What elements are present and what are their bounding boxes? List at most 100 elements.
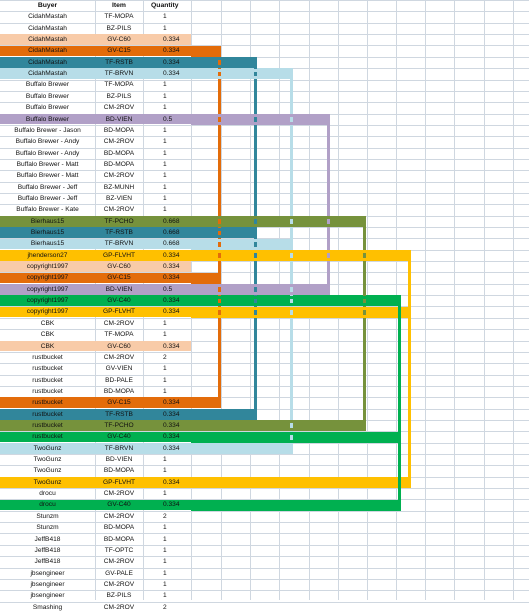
quantity-cell[interactable]: 0.334 <box>163 36 180 43</box>
buyer-cell[interactable]: rustbucket <box>32 376 63 384</box>
item-cell[interactable]: TF-MOPA <box>104 13 134 21</box>
quantity-cell[interactable]: 1 <box>163 376 167 384</box>
buyer-cell[interactable]: copyright1997 <box>26 297 69 305</box>
buyer-cell[interactable]: copyright1997 <box>26 274 69 282</box>
buyer-cell[interactable]: Buffalo Brewer - Matt <box>16 160 79 168</box>
quantity-cell[interactable]: 1 <box>163 183 167 191</box>
item-cell[interactable]: GV-C60 <box>107 263 131 271</box>
item-cell[interactable]: TF-BRVN <box>104 444 134 452</box>
item-cell[interactable]: GV-C40 <box>107 433 131 441</box>
buyer-cell[interactable]: Bierhaus15 <box>30 229 65 236</box>
buyer-cell[interactable]: Buffalo Brewer <box>25 115 70 123</box>
quantity-cell[interactable]: 0.5 <box>163 115 173 123</box>
quantity-cell[interactable]: 0.334 <box>163 501 180 509</box>
item-cell[interactable]: CM-2ROV <box>103 603 135 611</box>
buyer-cell[interactable]: jbsengineer <box>30 580 65 588</box>
quantity-cell[interactable]: 0.668 <box>163 217 180 225</box>
item-cell[interactable]: GV-C15 <box>107 274 131 282</box>
buyer-cell[interactable]: CidahMastah <box>28 70 67 78</box>
item-cell[interactable]: GV-VIEN <box>105 365 133 373</box>
item-cell[interactable]: GV-C60 <box>107 342 131 350</box>
buyer-cell[interactable]: copyright1997 <box>26 285 69 293</box>
buyer-cell[interactable]: Bierhaus15 <box>30 217 65 225</box>
quantity-cell[interactable]: 2 <box>163 603 167 611</box>
quantity-cell[interactable]: 0.334 <box>163 58 180 66</box>
quantity-cell[interactable]: 1 <box>163 580 167 588</box>
item-cell[interactable]: CM-2ROV <box>103 512 135 520</box>
buyer-cell[interactable]: TwoGunz <box>33 456 62 463</box>
item-cell[interactable]: BZ-MUNH <box>103 183 135 191</box>
item-cell[interactable]: TF-BRVN <box>104 70 134 78</box>
item-cell[interactable]: CM-2ROV <box>103 104 135 112</box>
item-cell[interactable]: BD-MOPA <box>103 126 135 134</box>
quantity-cell[interactable]: 1 <box>163 149 167 157</box>
buyer-cell[interactable]: Buffalo Brewer <box>25 81 70 89</box>
buyer-cell[interactable]: rustbucket <box>32 399 63 407</box>
item-cell[interactable]: TF-PCHO <box>104 217 134 225</box>
item-cell[interactable]: CM-2ROV <box>103 206 135 214</box>
item-cell[interactable]: BD-VIEN <box>105 285 133 293</box>
buyer-cell[interactable]: TwoGunz <box>33 478 62 486</box>
item-cell[interactable]: CM-2ROV <box>103 490 135 498</box>
item-cell[interactable]: TF-OPTC <box>104 546 134 554</box>
quantity-cell[interactable]: 1 <box>163 524 167 532</box>
item-cell[interactable]: TF-BRVN <box>104 240 134 248</box>
item-cell[interactable]: BD-VIEN <box>105 115 133 123</box>
quantity-cell[interactable]: 1 <box>163 365 167 373</box>
quantity-cell[interactable]: 1 <box>163 387 167 395</box>
quantity-cell[interactable]: 0.668 <box>163 240 180 248</box>
item-cell[interactable]: BD-MOPA <box>103 535 135 543</box>
buyer-cell[interactable]: drocu <box>39 501 56 509</box>
quantity-cell[interactable]: 0.334 <box>163 399 180 407</box>
quantity-cell[interactable]: 1 <box>163 206 167 214</box>
item-cell[interactable]: GV-C40 <box>107 501 131 509</box>
buyer-cell[interactable]: copyright1997 <box>26 263 69 271</box>
quantity-cell[interactable]: 1 <box>163 138 167 146</box>
quantity-cell[interactable]: 0.334 <box>163 263 180 271</box>
buyer-cell[interactable]: TwoGunz <box>33 444 62 452</box>
item-cell[interactable]: TF-MOPA <box>104 331 134 339</box>
quantity-cell[interactable]: 1 <box>163 172 167 180</box>
item-cell[interactable]: TF-RSTB <box>105 229 133 236</box>
item-cell[interactable]: CM-2ROV <box>103 580 135 588</box>
quantity-cell[interactable]: 1 <box>163 535 167 543</box>
buyer-cell[interactable]: rustbucket <box>32 433 63 441</box>
quantity-cell[interactable]: 0.668 <box>163 229 180 236</box>
item-cell[interactable]: BD-MOPA <box>103 149 135 157</box>
quantity-cell[interactable]: 0.334 <box>163 433 180 441</box>
buyer-cell[interactable]: Buffalo Brewer - Jason <box>14 126 81 134</box>
item-cell[interactable]: BD-PALE <box>105 376 133 384</box>
buyer-cell[interactable]: Stunzm <box>36 512 59 520</box>
item-cell[interactable]: CM-2ROV <box>103 353 135 361</box>
buyer-cell[interactable]: Buffalo Brewer - Andy <box>15 138 80 146</box>
item-cell[interactable]: CM-2ROV <box>103 319 135 327</box>
buyer-cell[interactable]: JeffB418 <box>34 558 61 566</box>
quantity-cell[interactable]: 1 <box>163 569 167 577</box>
buyer-cell[interactable]: Buffalo Brewer - Kate <box>16 206 79 214</box>
buyer-cell[interactable]: jhenderson27 <box>27 251 68 259</box>
item-cell[interactable]: GV-C60 <box>107 36 131 43</box>
buyer-cell[interactable]: rustbucket <box>32 365 63 373</box>
item-cell[interactable]: GV-C15 <box>107 399 131 407</box>
buyer-cell[interactable]: TwoGunz <box>33 467 62 475</box>
item-cell[interactable]: TF-PCHO <box>104 421 134 429</box>
quantity-cell[interactable]: 0.334 <box>163 297 180 305</box>
buyer-cell[interactable]: CidahMastah <box>28 13 67 21</box>
quantity-cell[interactable]: 0.334 <box>163 308 180 316</box>
quantity-cell[interactable]: 0.334 <box>163 421 180 429</box>
item-cell[interactable]: GV-PALE <box>105 569 133 577</box>
item-cell[interactable]: GV-C15 <box>107 47 131 55</box>
quantity-cell[interactable]: 1 <box>163 490 167 498</box>
header-buyer[interactable]: Buyer <box>37 2 58 9</box>
item-cell[interactable]: BZ-VIEN <box>105 194 132 202</box>
buyer-cell[interactable]: CBK <box>40 342 55 350</box>
item-cell[interactable]: BD-MOPA <box>103 524 135 532</box>
quantity-cell[interactable]: 0.334 <box>163 410 180 418</box>
quantity-cell[interactable]: 0.334 <box>163 444 180 452</box>
buyer-cell[interactable]: Smashing <box>32 603 63 611</box>
buyer-cell[interactable]: jbsengineer <box>30 592 65 600</box>
buyer-cell[interactable]: CBK <box>40 331 55 339</box>
item-cell[interactable]: GP-FLVHT <box>102 251 136 259</box>
quantity-cell[interactable]: 1 <box>163 558 167 566</box>
quantity-cell[interactable]: 1 <box>163 467 167 475</box>
